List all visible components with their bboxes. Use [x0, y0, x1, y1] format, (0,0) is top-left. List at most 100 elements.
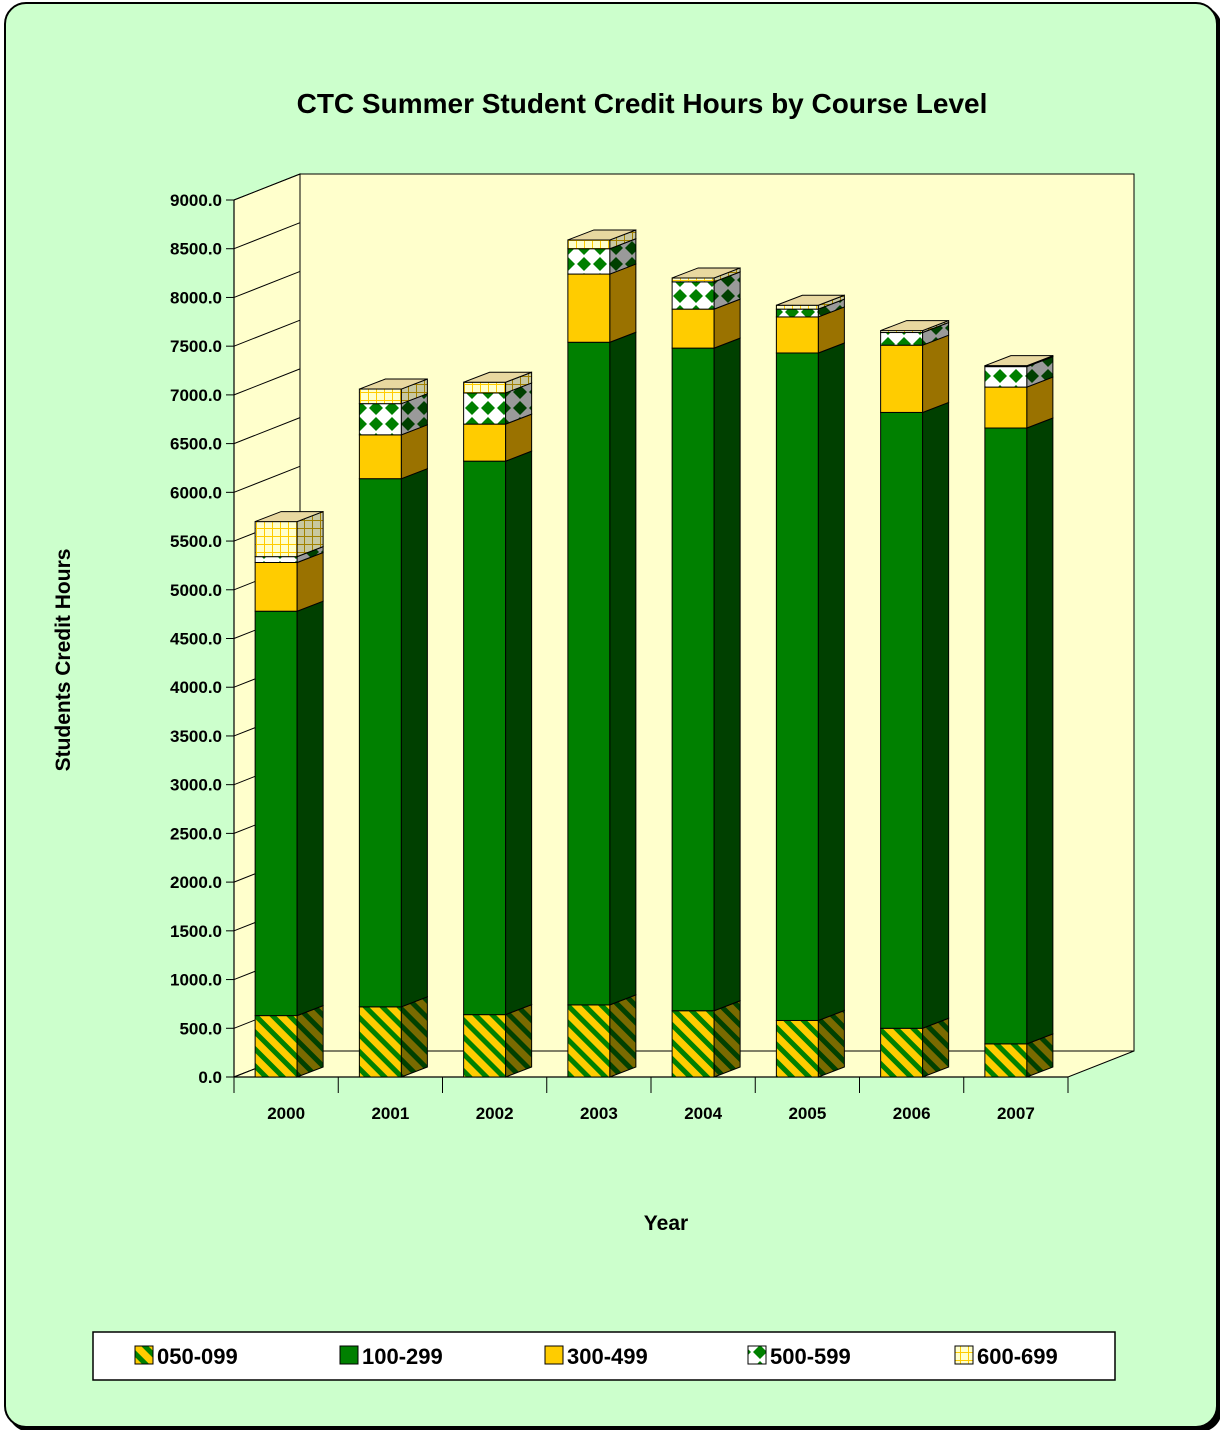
bar-segment-300-499-2003 [567, 273, 611, 343]
chart-title: CTC Summer Student Credit Hours by Cours… [297, 88, 988, 119]
bar-segment-600-699-2002 [463, 381, 507, 394]
bar-segment-300-499-2002 [463, 423, 507, 462]
bar-segment-050-099-2004 [671, 1010, 715, 1078]
y-tick-label: 0.0 [198, 1068, 222, 1087]
bar-segment-300-499-2005 [775, 316, 819, 354]
bar-segment-100-299-2001 [358, 478, 402, 1008]
bar-segment-500-599-2000 [254, 556, 298, 563]
bar-segment-500-599-2002 [463, 392, 507, 425]
legend-item-600-699: 600-699 [954, 1344, 1058, 1369]
x-tick-label: 2004 [684, 1104, 722, 1123]
y-tick-label: 7000.0 [170, 386, 222, 405]
bar-top-2006 [880, 320, 949, 332]
bar-segment-side-100-299-2007 [1026, 417, 1054, 1045]
legend-item-050-099: 050-099 [134, 1344, 238, 1369]
legend-item-500-599: 500-599 [747, 1344, 851, 1369]
y-tick-label: 2000.0 [170, 873, 222, 892]
y-tick-label: 8500.0 [170, 240, 222, 259]
bar-segment-side-100-299-2005 [817, 342, 845, 1022]
bar-top-2001 [359, 378, 428, 390]
bar-segment-side-300-499-2006 [922, 334, 950, 414]
y-tick-depth [233, 270, 301, 298]
y-tick-label: 5500.0 [170, 532, 222, 551]
legend-label: 500-599 [770, 1344, 851, 1369]
bar-segment-100-299-2005 [775, 352, 819, 1021]
bar-stack-2005 [775, 294, 845, 1078]
bar-segment-050-099-2007 [984, 1043, 1028, 1078]
bar-segment-side-300-499-2003 [609, 263, 637, 343]
bar-segment-100-299-2007 [984, 427, 1028, 1045]
bar-stack-2003 [567, 229, 637, 1078]
x-tick-label: 2007 [997, 1104, 1035, 1123]
x-tick-label: 2000 [267, 1104, 305, 1123]
bar-segment-100-299-2004 [671, 347, 715, 1012]
x-axis: 2000 2001 2002 2003 2004 2005 2006 2007 [233, 1076, 1069, 1123]
bar-segment-side-050-099-2000 [296, 1004, 324, 1078]
legend-item-300-499: 300-499 [544, 1344, 648, 1369]
bar-top-2000 [254, 511, 324, 523]
y-tick-depth [233, 417, 301, 445]
bar-stack-2004 [671, 267, 741, 1078]
bar-segment-050-099-2006 [880, 1027, 924, 1078]
y-tick-depth [233, 222, 301, 250]
y-tick-label: 4500.0 [170, 630, 222, 649]
bar-segment-300-499-2006 [880, 344, 924, 413]
bars [254, 229, 1054, 1078]
y-tick-label: 6500.0 [170, 435, 222, 454]
bar-segment-500-599-2007 [984, 366, 1028, 388]
y-axis-label: Students Credit Hours [52, 549, 75, 772]
y-tick-label: 7500.0 [170, 337, 222, 356]
bar-segment-side-050-099-2002 [505, 1003, 533, 1078]
bar-segment-050-099-2001 [358, 1006, 402, 1078]
bar-segment-600-699-2005 [775, 304, 819, 310]
bar-top-2003 [567, 229, 637, 241]
bar-segment-050-099-2005 [775, 1019, 819, 1078]
bar-segment-100-299-2002 [463, 460, 507, 1016]
bar-segment-side-100-299-2001 [400, 467, 428, 1008]
y-tick-label: 1000.0 [170, 971, 222, 990]
x-tick-label: 2006 [893, 1104, 931, 1123]
bar-segment-300-499-2000 [254, 561, 298, 612]
bar-segment-600-699-2003 [567, 239, 611, 250]
bar-segment-100-299-2000 [254, 610, 298, 1017]
bar-segment-side-050-099-2005 [817, 1009, 845, 1078]
bar-segment-500-599-2005 [775, 308, 819, 318]
bar-segment-050-099-2002 [463, 1014, 507, 1078]
bar-segment-300-499-2007 [984, 386, 1028, 429]
legend-swatch [954, 1345, 974, 1365]
bar-stack-2001 [358, 378, 428, 1078]
y-tick-label: 5000.0 [170, 581, 222, 600]
y-tick-depth [233, 368, 301, 396]
bar-segment-600-699-2004 [671, 277, 715, 283]
bar-stack-2000 [254, 510, 324, 1078]
legend-swatch [339, 1345, 359, 1365]
x-axis-label: Year [644, 1212, 688, 1235]
legend-box [92, 1331, 1116, 1381]
y-tick-depth [233, 319, 301, 347]
legend-item-100-299: 100-299 [339, 1344, 443, 1369]
y-tick-depth [233, 173, 301, 201]
bar-top-2002 [463, 371, 532, 383]
legend-label: 100-299 [362, 1344, 443, 1369]
bar-segment-050-099-2003 [567, 1004, 611, 1078]
legend-label: 050-099 [157, 1344, 238, 1369]
x-tick-label: 2001 [371, 1104, 409, 1123]
bar-segment-side-100-299-2003 [609, 331, 637, 1006]
bar-segment-side-050-099-2001 [400, 996, 428, 1078]
bar-segment-600-699-2000 [254, 521, 298, 558]
bar-segment-side-050-099-2004 [713, 1000, 741, 1078]
bar-top-2004 [671, 267, 741, 279]
bar-segment-side-100-299-2004 [713, 337, 741, 1012]
legend-swatch [747, 1345, 767, 1365]
bar-top-2005 [776, 294, 845, 306]
legend-label: 300-499 [567, 1344, 648, 1369]
bar-segment-side-100-299-2002 [505, 450, 533, 1016]
x-tick-label: 2005 [788, 1104, 826, 1123]
bar-segment-100-299-2006 [880, 411, 924, 1029]
bar-segment-100-299-2003 [567, 341, 611, 1006]
bar-segment-500-599-2001 [358, 403, 402, 436]
bar-top-2007 [984, 355, 1054, 367]
bar-stack-2002 [463, 371, 533, 1078]
bar-stack-2006 [880, 319, 950, 1078]
